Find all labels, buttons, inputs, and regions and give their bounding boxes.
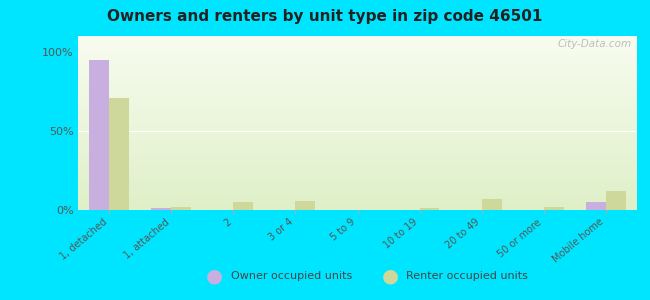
- Text: City-Data.com: City-Data.com: [557, 40, 631, 50]
- Text: ●: ●: [206, 266, 223, 286]
- Bar: [295, 200, 315, 210]
- Text: Renter occupied units: Renter occupied units: [406, 271, 528, 281]
- Bar: [171, 207, 191, 210]
- Text: ●: ●: [382, 266, 398, 286]
- Bar: [89, 60, 109, 210]
- Text: Owner occupied units: Owner occupied units: [231, 271, 352, 281]
- Bar: [233, 202, 253, 210]
- Bar: [606, 191, 626, 210]
- Bar: [420, 208, 439, 210]
- Bar: [586, 202, 606, 210]
- Bar: [482, 199, 502, 210]
- Text: Owners and renters by unit type in zip code 46501: Owners and renters by unit type in zip c…: [107, 9, 543, 24]
- Bar: [109, 98, 129, 210]
- Bar: [544, 207, 564, 210]
- Bar: [151, 208, 171, 210]
